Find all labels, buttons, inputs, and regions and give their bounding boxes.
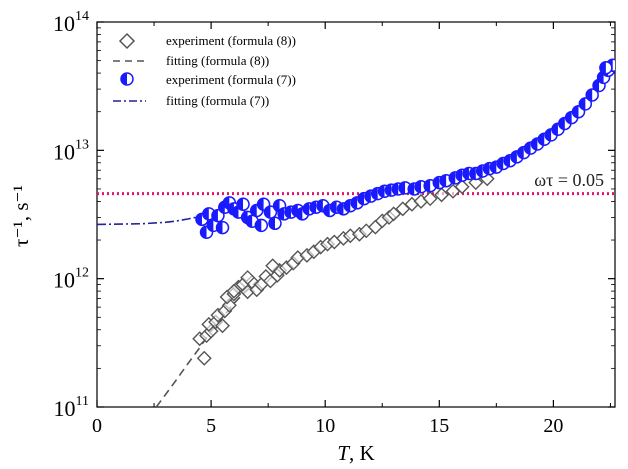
x-axis-title-unit: , K: [349, 441, 375, 465]
legend-item-experiment-7: experiment (formula (7)): [120, 72, 296, 87]
x-tick-label: 15: [429, 415, 449, 437]
circle-point: [263, 205, 278, 219]
circle-point: [323, 203, 337, 218]
fit-line-formula-7: [97, 215, 200, 226]
diamond-point: [221, 297, 237, 313]
plot-frame: [96, 21, 616, 408]
legend-item-fitting-8: fitting (formula (8)): [113, 53, 269, 68]
x-tick-label: 10: [315, 415, 335, 437]
circle-point: [236, 197, 250, 212]
y-tick-label: 1013: [53, 137, 89, 164]
diamond-point: [196, 350, 212, 366]
annotation-label: ωτ = 0.05: [534, 170, 604, 190]
y-tick-label: 1011: [54, 394, 89, 421]
data-points: [192, 58, 615, 366]
diamond-point: [265, 258, 281, 274]
x-tick-label: 20: [543, 415, 563, 437]
diamond-point: [215, 318, 230, 334]
diamond-point: [240, 270, 256, 286]
x-tick-label: 0: [92, 415, 102, 437]
circle-point: [585, 88, 599, 102]
diamond-point: [422, 191, 438, 207]
legend-item-experiment-8: experiment (formula (8)): [118, 32, 296, 50]
y-tick-label: 1014: [53, 9, 89, 36]
diamond-point: [434, 187, 450, 203]
circle-point: [199, 225, 214, 239]
y-axis-title: τ⁻¹, s⁻¹: [9, 185, 33, 247]
x-axis-title-var: T: [337, 441, 350, 465]
y-tick-label: 1012: [53, 266, 89, 293]
fit-lines: [97, 215, 258, 407]
legend-label: experiment (formula (7)): [166, 72, 296, 87]
half-filled-circle-icon: [120, 72, 134, 86]
legend-label: fitting (formula (7)): [166, 93, 269, 108]
axis-ticks: 0 5 10 15 20 1011 1012 1013 1014: [53, 9, 615, 437]
circle-point: [578, 97, 593, 111]
fit-line-formula-8: [155, 280, 258, 407]
x-tick-label: 5: [206, 415, 216, 437]
open-diamond-icon: [118, 32, 136, 50]
x-axis-title: T, K: [337, 441, 374, 465]
legend-item-fitting-7: fitting (formula (7)): [113, 93, 269, 108]
legend-label: fitting (formula (8)): [166, 53, 269, 68]
circle-point: [268, 216, 282, 231]
legend: experiment (formula (8)) fitting (formul…: [113, 32, 296, 108]
diamond-point: [386, 206, 402, 222]
circle-point: [254, 218, 269, 233]
circle-point: [215, 220, 230, 235]
legend-label: experiment (formula (8)): [166, 33, 296, 48]
diamond-point: [226, 283, 242, 299]
circle-point: [599, 61, 613, 75]
